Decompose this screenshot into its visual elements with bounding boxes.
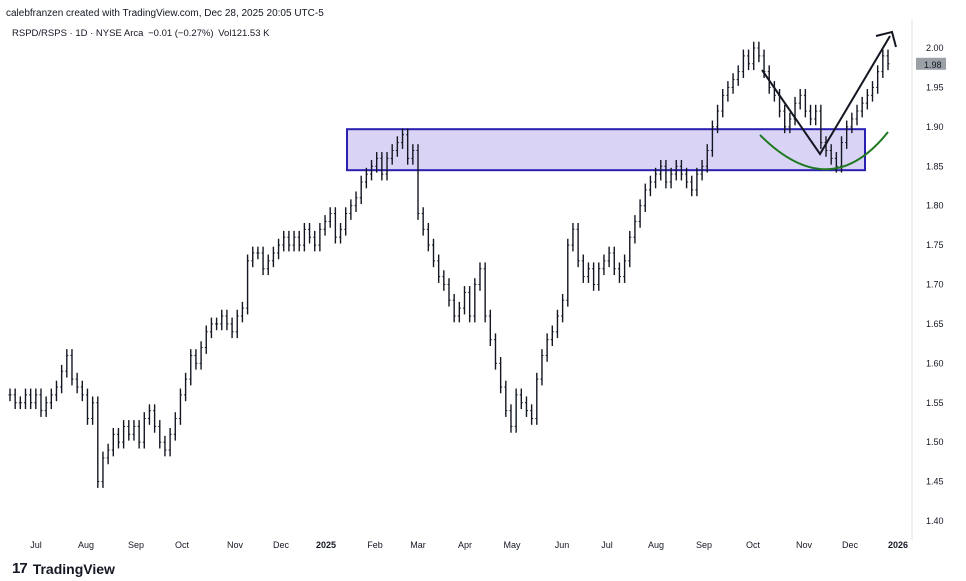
x-tick-label: Aug	[648, 540, 664, 550]
x-tick-label: Oct	[746, 540, 761, 550]
y-tick-label: 1.55	[926, 398, 944, 408]
x-tick-label: Aug	[78, 540, 94, 550]
symbol-info: RSPD/RSPS · 1D · NYSE Arca −0.01 (−0.27%…	[12, 28, 271, 39]
last-price-badge	[916, 57, 946, 70]
x-tick-label: Feb	[367, 540, 383, 550]
x-tick-label: May	[503, 540, 521, 550]
y-tick-label: 1.40	[926, 516, 944, 526]
arrow-head-icon	[875, 30, 897, 48]
x-tick-label: 2026	[888, 540, 908, 550]
rounding-bottom-curve	[759, 131, 889, 171]
x-tick-label: Dec	[273, 540, 290, 550]
x-tick-label: 2025	[316, 540, 336, 550]
symbol-label[interactable]: RSPD/RSPS · 1D · NYSE Arca	[12, 28, 144, 39]
volume-label: Vol121.53 K	[218, 28, 270, 39]
y-tick-label: 1.85	[926, 161, 944, 171]
price-change: −0.01 (−0.27%)	[148, 28, 214, 39]
support-resistance-box	[346, 128, 866, 172]
x-tick-label: Oct	[175, 540, 190, 550]
chart-caption: calebfranzen created with TradingView.co…	[6, 8, 324, 19]
x-tick-label: Jul	[601, 540, 613, 550]
y-tick-label: 1.90	[926, 122, 944, 132]
x-tick-label: Jul	[30, 540, 42, 550]
y-tick-label: 1.60	[926, 358, 944, 368]
y-tick-label: 2.00	[926, 43, 944, 53]
x-tick-label: Jun	[555, 540, 570, 550]
y-tick-label: 1.75	[926, 240, 944, 250]
tradingview-branding: 17 TradingView	[12, 560, 115, 577]
tradingview-wordmark: TradingView	[32, 560, 115, 577]
last-price-label: 1.98	[924, 60, 942, 70]
price-chart[interactable]: 2.00 1.95 1.90 1.85 1.80 1.75 1.70 1.65 1.60 1.55…	[0, 0, 966, 560]
x-tick-label: Sep	[696, 540, 712, 550]
x-tick-label: Nov	[227, 540, 244, 550]
x-tick-label: Apr	[458, 540, 472, 550]
y-tick-label: 1.50	[926, 437, 944, 447]
x-tick-label: Nov	[796, 540, 813, 550]
v-pattern-line	[761, 35, 891, 156]
y-tick-label: 1.80	[926, 201, 944, 211]
x-tick-label: Mar	[410, 540, 426, 550]
y-tick-label: 1.95	[926, 82, 944, 92]
y-tick-label: 1.70	[926, 280, 944, 290]
x-tick-label: Dec	[842, 540, 859, 550]
y-tick-label: 1.65	[926, 319, 944, 329]
x-tick-label: Sep	[128, 540, 144, 550]
tradingview-logo-icon: 17	[12, 560, 28, 577]
y-tick-label: 1.45	[926, 477, 944, 487]
